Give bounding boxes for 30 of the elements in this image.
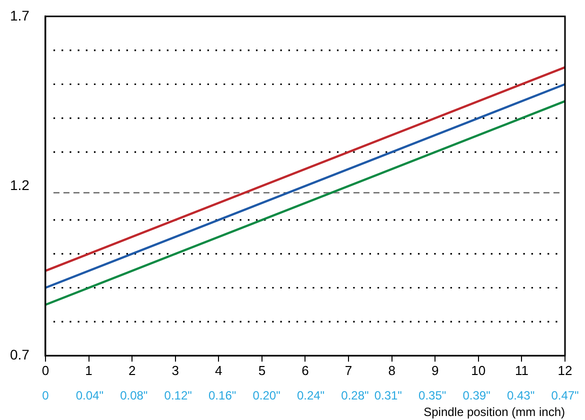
x-tick-label: 2: [128, 362, 136, 378]
x2-tick-label: 0.28": [341, 388, 369, 403]
y-tick-label: 0.7: [10, 346, 30, 362]
x-tick-label: 7: [344, 362, 352, 378]
x-tick-label: 5: [258, 362, 266, 378]
x2-tick-label: 0.20": [252, 388, 280, 403]
x-tick-label: 12: [558, 362, 572, 378]
x2-tick-label: 0.35": [418, 388, 446, 403]
x2-tick-label: 0.08": [120, 388, 148, 403]
x2-tick-label: 0.39": [462, 388, 490, 403]
y-tick-label: 1.7: [10, 7, 30, 24]
x-tick-label: 8: [388, 362, 396, 378]
x-tick-label: 3: [172, 362, 179, 378]
x-tick-label: 11: [514, 362, 528, 378]
x2-tick-label: 0: [42, 388, 50, 403]
x-tick-label: 9: [432, 362, 439, 378]
x-tick-label: 4: [215, 362, 222, 378]
x2-tick-label: 0.16": [208, 388, 236, 403]
x2-tick-label: 0.47": [551, 388, 579, 403]
x2-tick-label: 0.43": [506, 388, 535, 403]
x2-tick-label: 0.31": [374, 388, 402, 403]
x-tick-label: 10: [471, 362, 486, 378]
x2-tick-label: 0.04": [76, 388, 104, 403]
x-tick-label: 0: [42, 362, 50, 378]
x2-tick-label: 0.12": [164, 388, 192, 403]
x2-tick-label: 0.24": [296, 388, 325, 403]
y-tick-label: 1.2: [10, 176, 30, 193]
x-axis-title: Spindle position (mm inch): [424, 405, 565, 420]
x-tick-label: 1: [85, 362, 92, 378]
x-tick-label: 6: [302, 362, 309, 378]
